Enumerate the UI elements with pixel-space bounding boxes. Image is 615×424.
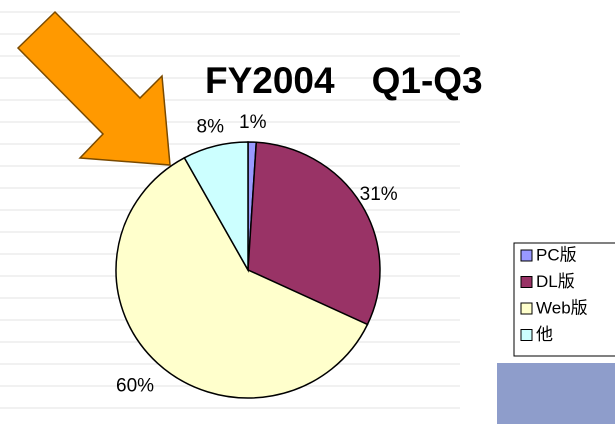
legend-label: 他 — [536, 325, 553, 344]
data-label: 1% — [239, 112, 267, 133]
legend-swatch — [520, 329, 533, 341]
data-label: 31% — [360, 184, 398, 205]
data-label: 60% — [116, 376, 154, 397]
legend-label: DL版 — [536, 272, 575, 291]
pie-slice — [183, 141, 249, 273]
legend-label: Web版 — [536, 298, 588, 317]
legend-swatch — [520, 249, 533, 262]
decor-block — [497, 363, 615, 424]
legend-label: PC版 — [536, 245, 577, 264]
arrow — [16, 10, 171, 166]
chart-title: FY2004 Q1-Q3 — [205, 60, 483, 101]
legend-swatch — [520, 276, 533, 288]
data-label: 8% — [197, 116, 225, 137]
pie-slice — [115, 156, 369, 399]
legend-swatch — [520, 302, 533, 315]
pie-slice — [247, 141, 381, 326]
